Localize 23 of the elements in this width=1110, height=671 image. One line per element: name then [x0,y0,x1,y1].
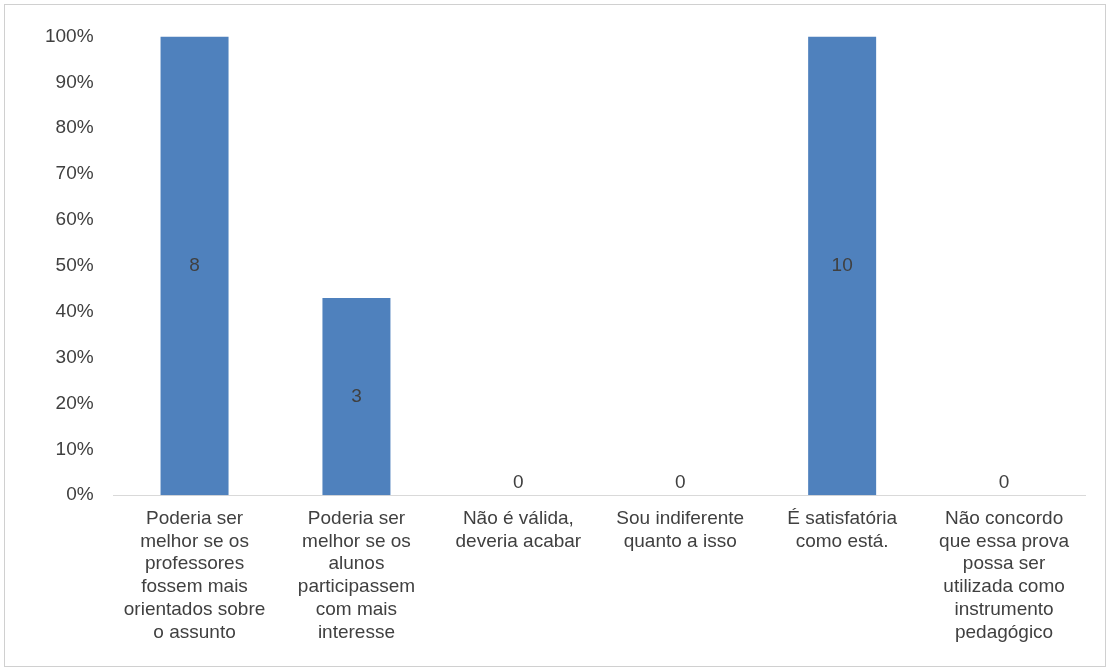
annotation: 0 [998,471,1010,493]
y-tick-label: 0% [66,483,94,505]
x-tick-label: É satisfatória como está. [787,506,898,551]
annotation: 10 [831,254,853,276]
y-tick-label: 10% [55,437,94,459]
annotation: 0 [674,471,686,493]
y-tick-label: 20% [55,391,94,413]
y-tick-label: 100% [44,24,94,46]
annotation: 8 [189,254,200,276]
x-tick-label: Sou indiferente quanto a isso [616,506,745,551]
y-tick-label: 70% [55,162,94,184]
y-tick-label: 60% [55,208,94,230]
x-tick-label: Poderia ser melhor se os professores fossem mais orientados sobre o assunto [123,506,266,642]
x-tick-label: Poderia ser melhor se os alunos participassem com mais interesse [297,506,416,642]
x-tick-label: Não é válida, deveria acabar [455,506,582,551]
y-tick-label: 30% [55,345,94,367]
annotation: 3 [351,384,362,406]
y-tick-label: 40% [55,299,94,321]
x-tick-label: Não concordo que essa prova possa ser utilizada como instrumento pedagógico [939,506,1070,642]
y-tick-label: 90% [55,70,94,92]
y-tick-label: 80% [55,116,94,138]
y-tick-label: 50% [55,254,94,276]
annotation: 0 [513,471,524,493]
